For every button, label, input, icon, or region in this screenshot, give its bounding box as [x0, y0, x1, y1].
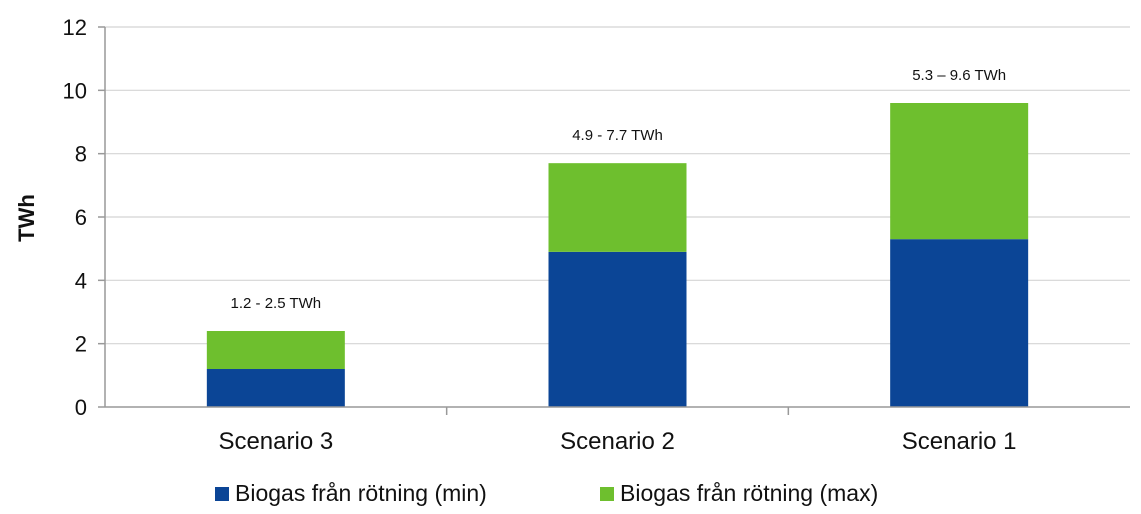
bar-max-scenario-3	[206, 331, 345, 369]
bar-min-scenario-3	[206, 369, 345, 407]
legend-label: Biogas från rötning (max)	[620, 480, 878, 506]
legend-swatch	[215, 487, 229, 501]
bar-min-scenario-2	[548, 251, 687, 407]
y-tick-label: 0	[75, 395, 87, 420]
legend-label: Biogas från rötning (min)	[235, 480, 487, 506]
data-label: 1.2 - 2.5 TWh	[231, 295, 322, 312]
data-labels: 1.2 - 2.5 TWh 4.9 - 7.7 TWh 5.3 – 9.6 TWh	[231, 67, 1007, 312]
x-tick-label: Scenario 2	[560, 428, 675, 455]
y-tick-label: 8	[75, 142, 87, 167]
axes	[104, 27, 1130, 408]
legend-swatch	[600, 487, 614, 501]
bar-max-scenario-1	[890, 103, 1029, 240]
x-tick-labels: Scenario 3 Scenario 2 Scenario 1	[218, 428, 1016, 455]
y-tick-labels: 0 2 4 6 8 10 12	[63, 15, 87, 420]
legend: Biogas från rötning (min) Biogas från röt…	[215, 480, 878, 506]
data-label: 5.3 – 9.6 TWh	[912, 67, 1006, 84]
bar-max-scenario-2	[548, 163, 687, 252]
bars	[206, 103, 1029, 407]
y-tick-label: 6	[75, 205, 87, 230]
y-axis-title: TWh	[14, 194, 39, 242]
y-tick-label: 10	[63, 78, 87, 103]
x-tick-label: Scenario 3	[218, 428, 333, 455]
y-tick-label: 2	[75, 332, 87, 357]
bar-min-scenario-1	[890, 239, 1029, 407]
y-tick-label: 12	[63, 15, 87, 40]
y-tick-label: 4	[75, 268, 87, 293]
data-label: 4.9 - 7.7 TWh	[572, 127, 663, 144]
x-tick-label: Scenario 1	[902, 428, 1017, 455]
